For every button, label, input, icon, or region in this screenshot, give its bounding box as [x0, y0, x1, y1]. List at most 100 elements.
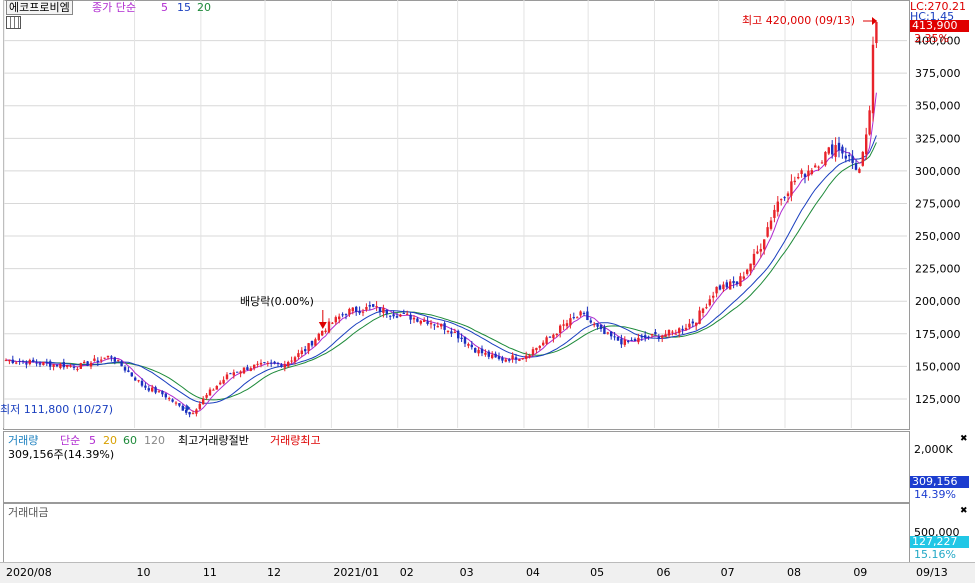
candle-body: [725, 282, 728, 288]
volume-ma-60[interactable]: 60: [123, 434, 137, 447]
candle-body: [494, 353, 497, 358]
grid-toggle-icon[interactable]: [6, 16, 21, 29]
candle-body: [582, 312, 586, 314]
candle-body: [443, 323, 446, 330]
candle-body: [18, 360, 21, 362]
volume-half-label[interactable]: 최고거래량절반: [178, 434, 249, 447]
amount-title[interactable]: 거래대금: [8, 506, 49, 519]
candle-body: [253, 364, 256, 369]
candle-body: [827, 147, 830, 154]
candle-body: [290, 360, 293, 362]
candle-body: [844, 155, 847, 159]
candle-body: [647, 336, 650, 338]
ma-period-5[interactable]: 5: [161, 1, 168, 14]
amount-panel[interactable]: [3, 503, 910, 563]
candle-body: [409, 314, 412, 320]
high-annotation: 최고 420,000 (09/13): [742, 14, 856, 27]
candle-body: [304, 349, 307, 352]
candle-body: [395, 316, 399, 318]
candle-body: [525, 355, 528, 359]
y-tick-label: 225,000: [915, 263, 961, 276]
candle-body: [477, 349, 480, 354]
x-tick-label: 02: [399, 566, 414, 579]
candle-body: [644, 335, 647, 338]
candle-body: [21, 360, 25, 362]
candle-body: [749, 263, 752, 272]
candle-body: [729, 281, 732, 290]
candle-body: [11, 359, 14, 364]
candle-body: [868, 110, 871, 135]
candle-body: [742, 276, 745, 279]
candle-body: [763, 239, 766, 250]
y-tick-label: 125,000: [915, 393, 961, 406]
candle-body: [797, 177, 800, 179]
ma-period-15[interactable]: 15: [177, 1, 191, 14]
volume-badge: 309,156: [910, 476, 969, 488]
candle-body: [718, 285, 722, 290]
x-tick-label: 11: [202, 566, 217, 579]
candle-body: [310, 341, 314, 346]
candle-body: [297, 353, 300, 358]
volume-ma-5[interactable]: 5: [89, 434, 96, 447]
ma-title[interactable]: 종가 단순: [92, 1, 136, 14]
candle-body: [871, 44, 875, 114]
low-annotation: 최저 111,800 (10/27): [0, 403, 114, 416]
stock-name-label[interactable]: 에코프로비엠: [6, 0, 73, 15]
candle-body: [467, 343, 470, 346]
candle-body: [514, 357, 518, 360]
volume-max-label[interactable]: 거래량최고: [270, 434, 321, 447]
candle-body: [715, 286, 718, 294]
candle-body: [344, 314, 348, 316]
candle-body: [800, 170, 803, 174]
candle-body: [168, 398, 171, 400]
volume-ma-120[interactable]: 120: [144, 434, 165, 447]
volume-ma-20[interactable]: 20: [103, 434, 117, 447]
x-tick-label: 07: [720, 566, 735, 579]
candle-body: [147, 388, 150, 391]
candle-body: [851, 155, 854, 163]
x-tick-label: 2021/01: [333, 566, 380, 579]
candle-body: [786, 193, 790, 196]
x-tick-label: 08: [786, 566, 801, 579]
candle-body: [307, 343, 310, 351]
candle-body: [120, 361, 123, 367]
volume-panel[interactable]: [3, 431, 910, 503]
candle-body: [215, 385, 218, 390]
candle-body: [446, 330, 450, 332]
candle-body: [93, 358, 96, 361]
candle-body: [283, 364, 286, 368]
price-panel[interactable]: [3, 0, 910, 430]
candle-body: [865, 134, 868, 155]
candle-body: [389, 315, 392, 317]
ma-period-20[interactable]: 20: [197, 1, 211, 14]
candle-body: [423, 320, 426, 322]
candle-body: [616, 336, 620, 341]
candle-body: [236, 371, 239, 373]
volume-badge-pct: 14.39%: [914, 488, 956, 501]
candle-body: [599, 324, 603, 329]
volume-close-icon[interactable]: ✖: [960, 434, 968, 444]
candle-body: [793, 180, 796, 183]
candle-body: [361, 311, 365, 313]
candle-body: [661, 335, 664, 338]
candle-body: [572, 317, 575, 319]
amount-badge-pct: 15.16%: [914, 548, 956, 561]
candle-body: [8, 359, 11, 362]
candle-body: [32, 359, 35, 363]
y-tick-label: 200,000: [915, 295, 961, 308]
candle-body: [110, 356, 113, 358]
candle-body: [341, 314, 344, 316]
candle-body: [392, 314, 395, 317]
candle-body: [263, 362, 266, 364]
candle-body: [780, 199, 783, 201]
candle-body: [620, 338, 623, 345]
volume-ma-title[interactable]: 단순: [60, 434, 81, 447]
candle-body: [596, 324, 599, 327]
candle-body: [123, 367, 127, 371]
amount-close-icon[interactable]: ✖: [960, 506, 968, 516]
candle-body: [552, 334, 555, 339]
volume-title[interactable]: 거래량: [8, 434, 39, 447]
candle-body: [511, 355, 514, 359]
high-arrow-head: [872, 17, 877, 25]
